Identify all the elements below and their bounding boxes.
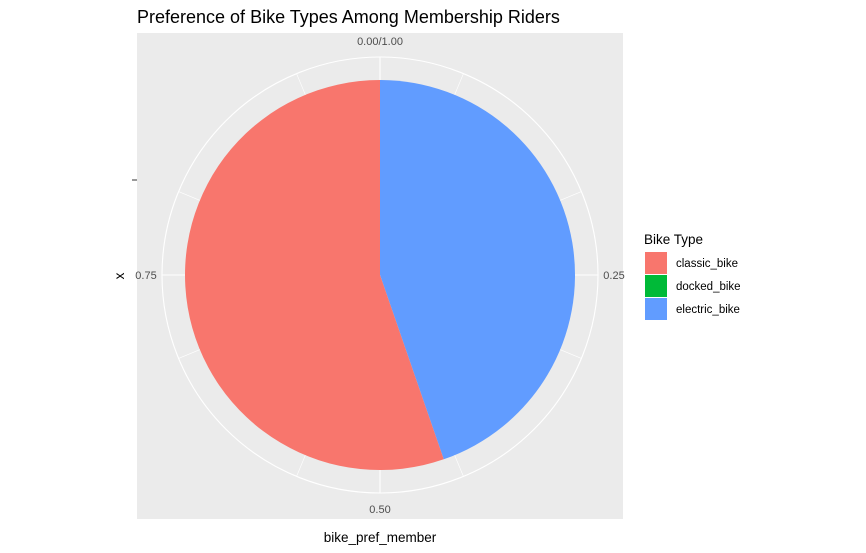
legend-key-classic-bike — [645, 252, 667, 274]
legend-label: docked_bike — [676, 281, 741, 293]
angular-ticks: 0.00/1.00 0.25 0.50 0.75 — [135, 36, 624, 516]
chart-title: Preference of Bike Types Among Membershi… — [137, 7, 560, 27]
legend-key-electric-bike — [645, 298, 667, 320]
y-axis-label: x — [112, 272, 127, 279]
legend-label: electric_bike — [676, 304, 740, 316]
pie-slice-classic-bike — [185, 80, 444, 470]
pie-slice-electric-bike — [380, 80, 576, 460]
angular-tick-label: 0.00/1.00 — [357, 36, 403, 48]
legend: Bike Type classic_bike docked_bikeelectri… — [644, 232, 741, 320]
pie-slices — [185, 80, 576, 470]
legend-key-docked-bike — [645, 275, 667, 297]
angular-tick-label: 0.50 — [369, 504, 390, 516]
angular-tick-label: 0.25 — [603, 270, 624, 282]
angular-tick-label: 0.75 — [135, 270, 156, 282]
x-axis-label: bike_pref_member — [324, 530, 437, 545]
legend-title: Bike Type — [644, 232, 703, 247]
legend-label: classic_bike — [676, 258, 738, 270]
